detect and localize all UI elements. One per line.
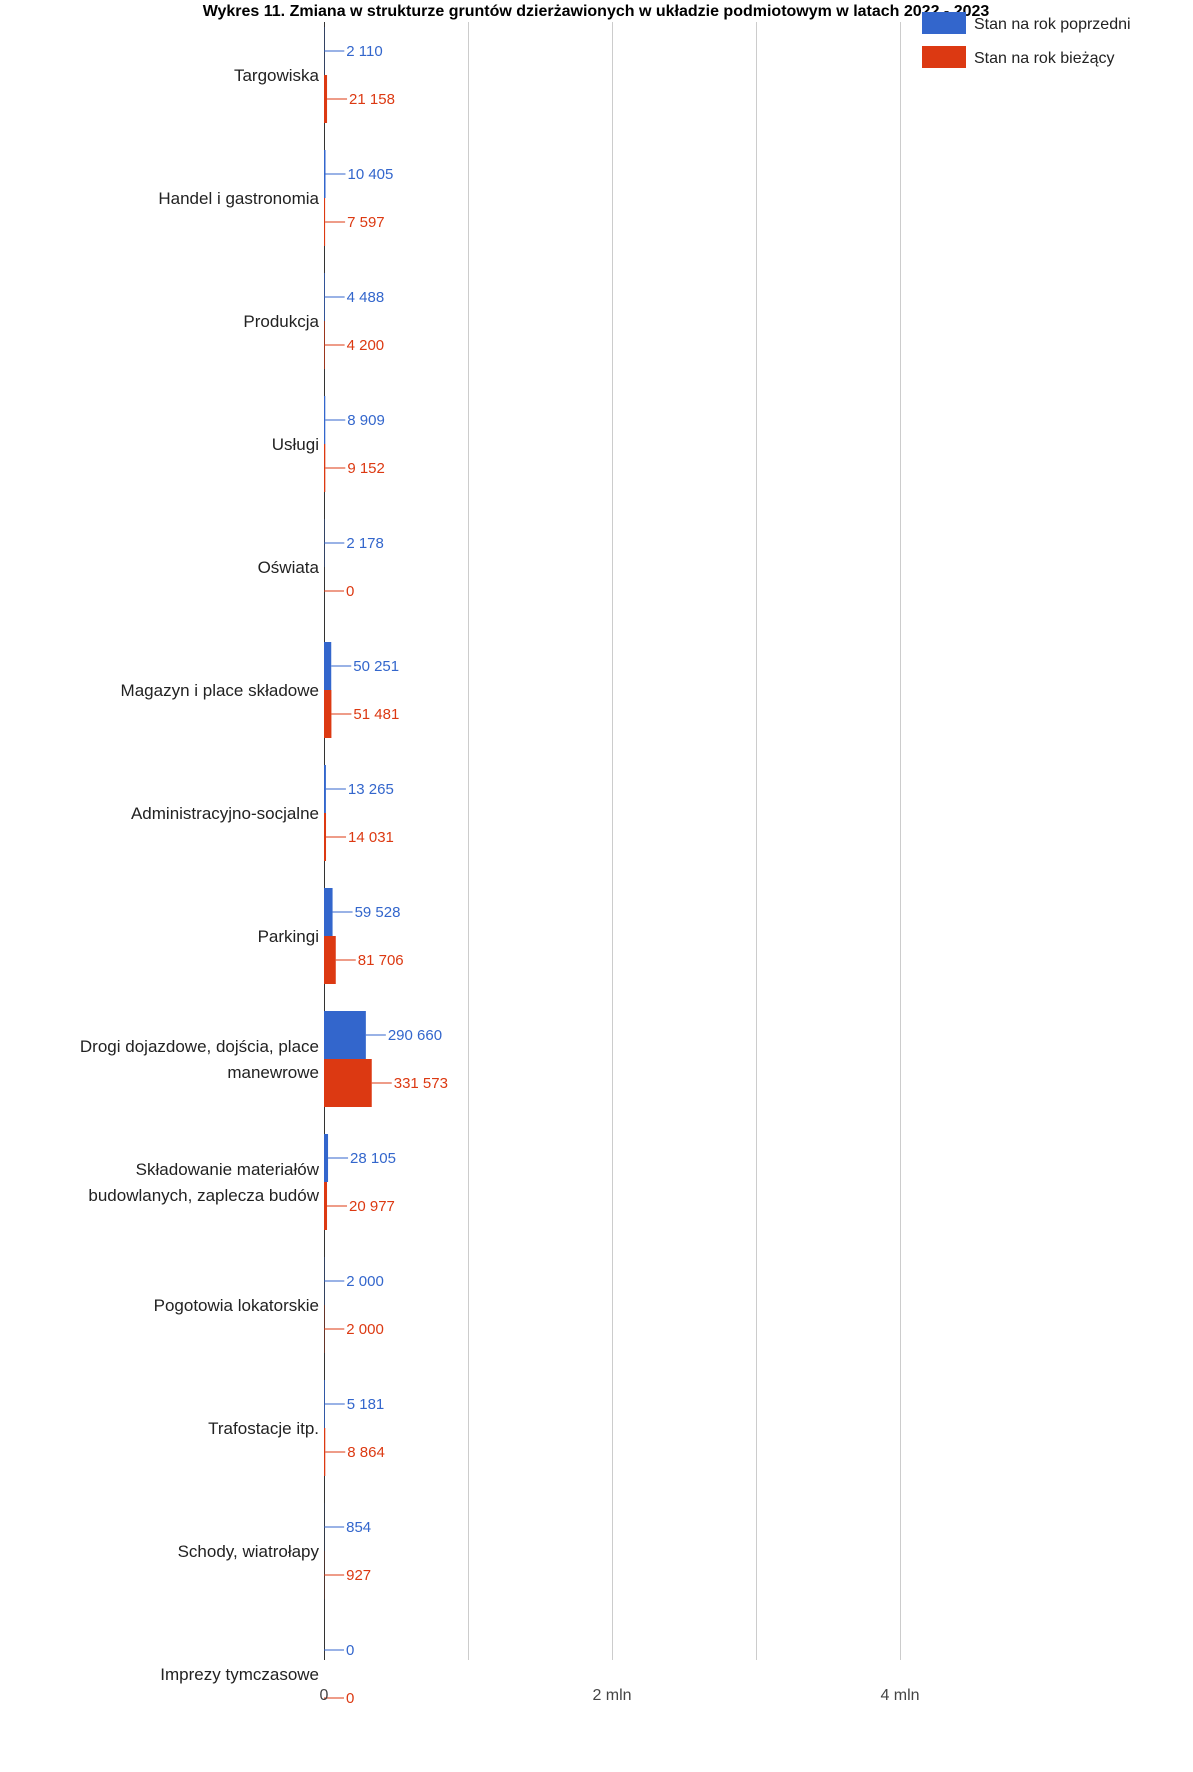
bar-current-year: [324, 690, 331, 738]
bar-current-year: [324, 813, 326, 861]
data-label: 13 265: [348, 781, 394, 798]
bar-current-year: [324, 1428, 325, 1476]
bar-current-year: [324, 75, 327, 123]
data-label: 20 977: [349, 1198, 395, 1215]
data-label: 51 481: [353, 706, 399, 723]
bars: [324, 27, 372, 1599]
category-label-line: Imprezy tymczasowe: [160, 1665, 319, 1684]
category-label: Handel i gastronomia: [158, 189, 319, 208]
data-label: 331 573: [394, 1075, 448, 1092]
category-label-line: Magazyn i place składowe: [121, 681, 319, 700]
gridlines: [325, 22, 901, 1660]
data-label: 2 110: [346, 43, 382, 60]
category-label-line: Trafostacje itp.: [208, 1419, 319, 1438]
data-label: 14 031: [348, 829, 394, 846]
bar-previous-year: [324, 642, 331, 690]
category-label: Oświata: [258, 558, 320, 577]
legend-swatch: [922, 46, 966, 68]
data-label: 50 251: [353, 658, 399, 675]
category-label: Składowanie materiałów budowlanych, zaple…: [88, 1160, 319, 1205]
category-label: Produkcja: [243, 312, 319, 331]
category-label-line: Produkcja: [243, 312, 319, 331]
legend-label: Stan na rok bieżący: [974, 50, 1115, 67]
category-label: Usługi: [272, 435, 319, 454]
category-label-line: Składowanie materiałów: [136, 1160, 320, 1179]
category-label-line: Drogi dojazdowe, dojścia, place: [80, 1037, 319, 1056]
data-label: 10 405: [347, 166, 393, 183]
category-label: Magazyn i place składowe: [121, 681, 319, 700]
data-label: 4 488: [347, 289, 385, 306]
data-label: 290 660: [388, 1027, 442, 1044]
bar-previous-year: [324, 273, 325, 321]
bar-previous-year: [324, 765, 326, 813]
x-tick-label: 0: [320, 1687, 329, 1704]
data-label: 81 706: [358, 952, 404, 969]
category-label-line: manewrowe: [227, 1063, 319, 1082]
data-label: 5 181: [347, 1396, 385, 1413]
data-label: 2 000: [346, 1321, 384, 1338]
category-label-line: Schody, wiatrołapy: [178, 1542, 320, 1561]
data-label: 0: [346, 1642, 354, 1659]
bar-current-year: [324, 1059, 372, 1107]
data-label: 0: [346, 583, 354, 600]
data-label: 927: [346, 1567, 371, 1584]
bar-current-year: [324, 936, 336, 984]
category-label-line: Targowiska: [234, 66, 320, 85]
bar-current-year: [324, 1182, 327, 1230]
data-label: 59 528: [355, 904, 401, 921]
x-tick-label: 2 mln: [592, 1687, 631, 1704]
data-label: 2 000: [346, 1273, 384, 1290]
bar-previous-year: [324, 1011, 366, 1059]
category-labels: Targowiska Handel i gastronomia Produkcja U…: [80, 66, 320, 1684]
category-label: Targowiska: [234, 66, 320, 85]
bar-current-year: [324, 321, 325, 369]
category-label: Pogotowia lokatorskie: [154, 1296, 319, 1315]
data-label: 2 178: [346, 535, 384, 552]
bar-previous-year: [324, 396, 325, 444]
category-label: Drogi dojazdowe, dojścia, place manewrowe: [80, 1037, 319, 1082]
bar-current-year: [324, 444, 325, 492]
category-label-line: Oświata: [258, 558, 320, 577]
bar-previous-year: [324, 1380, 325, 1428]
category-label: Schody, wiatrołapy: [178, 1542, 320, 1561]
data-label: 854: [346, 1519, 371, 1536]
bar-previous-year: [324, 150, 325, 198]
category-label-line: Handel i gastronomia: [158, 189, 319, 208]
data-label: 21 158: [349, 91, 395, 108]
category-label: Administracyjno-socjalne: [131, 804, 319, 823]
category-label-line: Administracyjno-socjalne: [131, 804, 319, 823]
category-label: Trafostacje itp.: [208, 1419, 319, 1438]
data-label: 0: [346, 1690, 354, 1707]
x-axis-tick-labels: 0 2 mln 4 mln: [320, 1687, 920, 1704]
bar-current-year: [324, 198, 325, 246]
bar-previous-year: [324, 1134, 328, 1182]
legend: Stan na rok poprzedni Stan na rok bieżący: [922, 12, 1131, 68]
category-label-line: budowlanych, zaplecza budów: [88, 1186, 319, 1205]
data-label: 28 105: [350, 1150, 396, 1167]
category-label: Imprezy tymczasowe: [160, 1665, 319, 1684]
data-label: 7 597: [347, 214, 385, 231]
data-label: 9 152: [347, 460, 385, 477]
data-label: 8 909: [347, 412, 385, 429]
x-tick-label: 4 mln: [880, 1687, 919, 1704]
chart-title: Wykres 11. Zmiana w strukturze gruntów d…: [203, 3, 990, 20]
bar-previous-year: [324, 888, 333, 936]
data-label: 8 864: [347, 1444, 385, 1461]
category-label-line: Usługi: [272, 435, 319, 454]
category-label-line: Parkingi: [258, 927, 319, 946]
category-label: Parkingi: [258, 927, 319, 946]
data-label: 4 200: [347, 337, 385, 354]
legend-swatch: [922, 12, 966, 34]
category-label-line: Pogotowia lokatorskie: [154, 1296, 319, 1315]
legend-label: Stan na rok poprzedni: [974, 16, 1131, 33]
data-labels: 2 110 21 158 10 405 7 597 4 488 4 200 8 909 9 1…: [324, 43, 448, 1707]
